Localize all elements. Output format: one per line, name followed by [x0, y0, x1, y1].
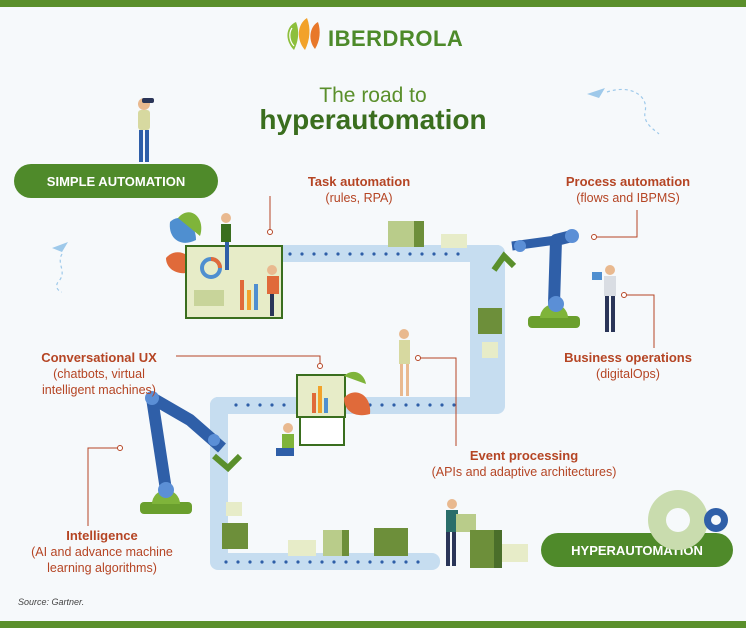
brand-name: IBERDROLA [328, 26, 464, 51]
business-operations-sub: (digitalOps) [596, 367, 660, 381]
conversational-ux-heading: Conversational UX [41, 350, 157, 365]
task-automation-sub: (rules, RPA) [325, 191, 393, 205]
paper-plane-small-icon [52, 242, 68, 293]
conversational-ux-sub-2: intelligent machines) [42, 383, 156, 397]
iberdrola-leaf-icon [287, 18, 320, 50]
event-processing-heading: Event processing [469, 448, 579, 463]
intelligence-label: Intelligence (AI and advance machine lea… [14, 528, 190, 576]
process-automation-sub: (flows and IBPMS) [576, 191, 680, 205]
intelligence-heading: Intelligence [66, 528, 138, 543]
gear-icon [648, 490, 728, 550]
business-operations-heading: Business operations [564, 350, 692, 365]
conversational-ux-label: Conversational UX (chatbots, virtual int… [14, 350, 184, 398]
simple-automation-badge: SIMPLE AUTOMATION [14, 164, 218, 198]
process-automation-label: Process automation (flows and IBPMS) [546, 174, 710, 206]
bottom-bar [0, 621, 746, 628]
event-processing-label: Event processing (APIs and adaptive arch… [414, 448, 634, 480]
business-operations-label: Business operations (digitalOps) [550, 350, 706, 382]
source-note: Source: Gartner. [18, 597, 85, 607]
title-line-1: The road to [319, 84, 427, 107]
top-bar [0, 0, 746, 7]
paper-plane-icon [587, 88, 660, 135]
event-processing-sub: (APIs and adaptive architectures) [431, 465, 617, 479]
conversational-ux-sub-1: (chatbots, virtual [53, 367, 145, 381]
title-line-2: hyperautomation [259, 104, 487, 135]
task-automation-label: Task automation (rules, RPA) [284, 174, 434, 206]
person-binoculars-icon [138, 98, 154, 162]
intelligence-sub-2: learning algorithms) [47, 561, 157, 575]
process-automation-heading: Process automation [565, 174, 691, 189]
task-automation-heading: Task automation [307, 174, 411, 189]
intelligence-sub-1: (AI and advance machine [31, 545, 173, 559]
